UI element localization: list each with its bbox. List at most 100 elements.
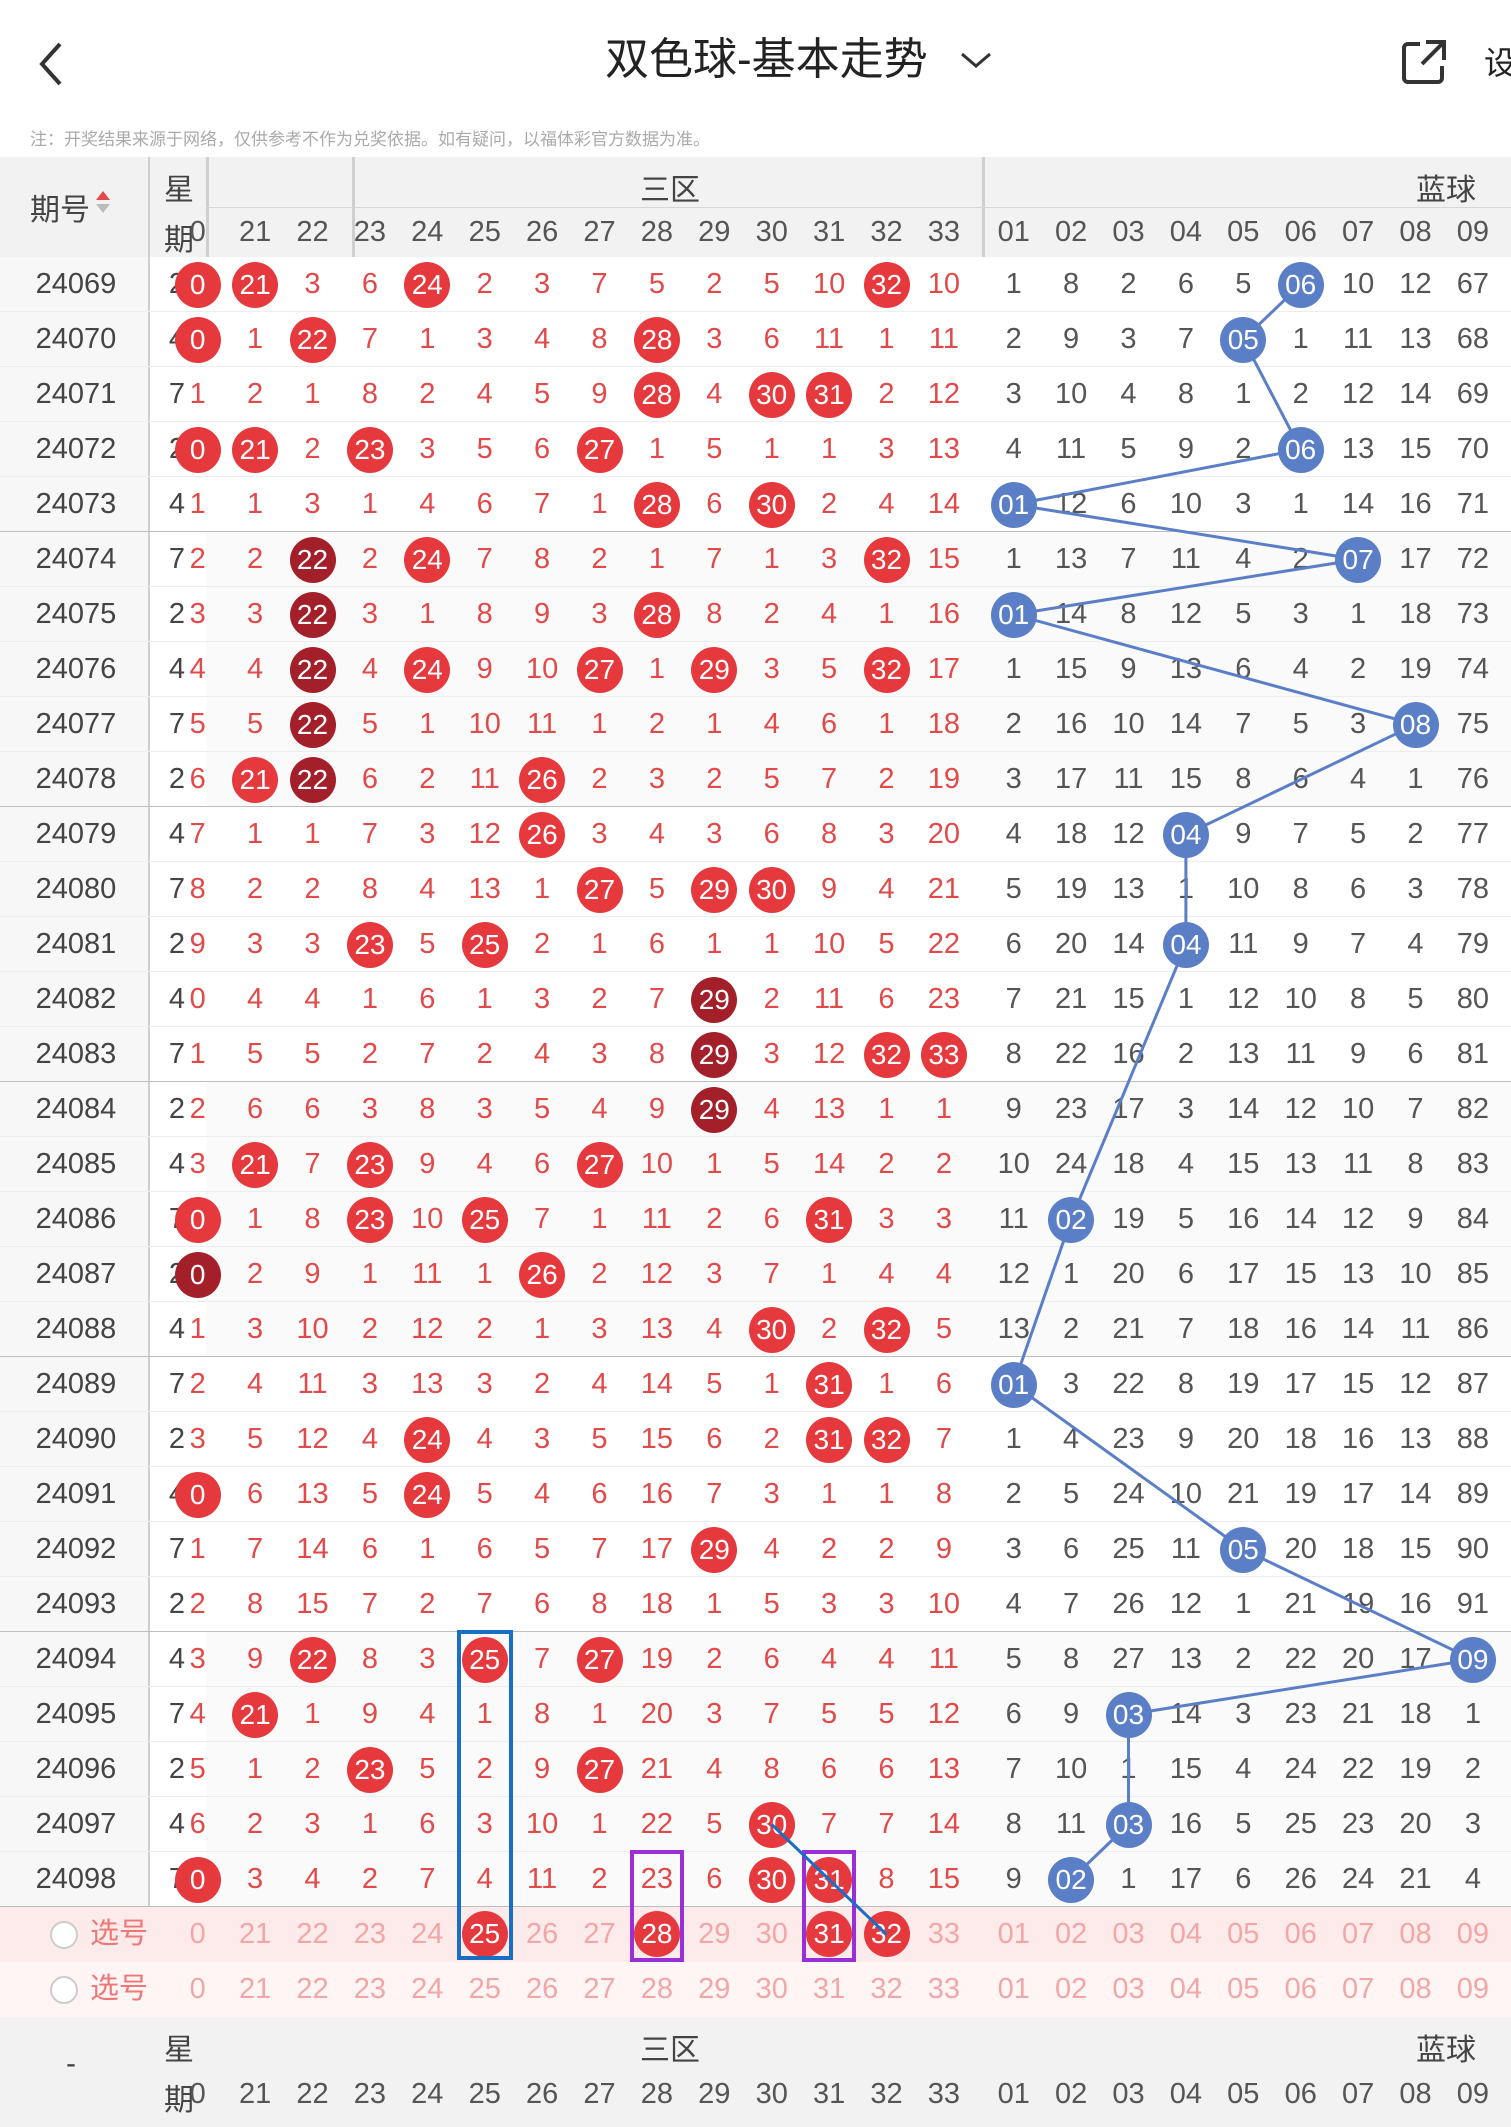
select-blue-number[interactable]: 03 [1112, 1973, 1145, 2005]
red-miss-count: 1 [189, 1038, 206, 1070]
select-red-number[interactable]: 26 [525, 1918, 559, 1950]
select-red-number[interactable]: 0 [189, 1973, 206, 2005]
period-cell[interactable]: 24094 [35, 1643, 117, 1675]
red-miss-count: 1 [419, 1533, 436, 1565]
select-red-number[interactable]: 27 [583, 1918, 616, 1950]
period-cell[interactable]: 24070 [35, 323, 117, 355]
period-cell[interactable]: 24085 [35, 1148, 117, 1180]
red-miss-count: 2 [763, 983, 780, 1015]
period-cell[interactable]: 24081 [35, 928, 117, 960]
period-cell[interactable]: 24079 [35, 818, 117, 850]
select-blue-number[interactable]: 03 [1112, 1918, 1145, 1950]
select-blue-number[interactable]: 05 [1227, 1973, 1260, 2005]
blue-miss-count: 10 [1054, 1753, 1088, 1785]
select-red-number[interactable]: 25 [468, 1973, 501, 2005]
select-blue-number[interactable]: 06 [1284, 1918, 1317, 1950]
select-blue-number[interactable]: 01 [997, 1973, 1030, 2005]
period-cell[interactable]: 24088 [35, 1313, 117, 1345]
select-label[interactable]: 选号 [90, 1973, 149, 2005]
period-cell[interactable]: 24078 [35, 763, 117, 795]
row-divider [0, 311, 1511, 312]
select-red-number[interactable]: 28 [640, 1973, 674, 2005]
picked-red-ball[interactable]: 28 [633, 1911, 680, 1957]
period-header[interactable]: 期号 [30, 194, 90, 227]
red-miss-count: 2 [361, 1313, 378, 1345]
back-icon[interactable] [36, 40, 64, 88]
period-cell[interactable]: 24089 [35, 1368, 117, 1400]
select-blue-number[interactable]: 02 [1054, 1973, 1088, 2005]
red-miss-count: 10 [927, 1588, 961, 1620]
period-cell[interactable]: 24073 [35, 488, 117, 520]
select-red-number[interactable]: 24 [411, 1918, 444, 1950]
period-cell[interactable]: 24083 [35, 1038, 117, 1070]
period-cell[interactable]: 24096 [35, 1753, 117, 1785]
select-radio-icon[interactable] [50, 1976, 78, 2004]
select-label[interactable]: 选号 [90, 1918, 149, 1950]
select-blue-number[interactable]: 07 [1341, 1918, 1375, 1950]
period-cell[interactable]: 24093 [35, 1588, 117, 1620]
sort-icon[interactable] [96, 191, 110, 200]
select-red-number[interactable]: 22 [296, 1973, 329, 2005]
select-red-number[interactable]: 22 [296, 1918, 329, 1950]
period-cell[interactable]: 24091 [35, 1478, 117, 1510]
select-red-number[interactable]: 23 [353, 1973, 387, 2005]
select-blue-number[interactable]: 07 [1341, 1973, 1375, 2005]
select-red-number[interactable]: 26 [525, 1973, 559, 2005]
blue-miss-count: 68 [1456, 323, 1490, 355]
select-red-number[interactable]: 32 [870, 1973, 903, 2005]
red-miss-count: 6 [304, 1093, 321, 1125]
blue-miss-count: 6 [1235, 1863, 1252, 1895]
period-cell[interactable]: 24092 [35, 1533, 117, 1565]
period-cell[interactable]: 24080 [35, 873, 117, 905]
period-cell[interactable]: 24097 [35, 1808, 117, 1840]
period-cell[interactable]: 24074 [35, 543, 117, 575]
select-red-number[interactable]: 24 [411, 1973, 444, 2005]
picked-red-ball[interactable]: 25 [461, 1911, 508, 1957]
picked-red-ball[interactable]: 32 [863, 1911, 910, 1957]
period-cell[interactable]: 24098 [35, 1863, 117, 1895]
period-cell[interactable]: 24076 [35, 653, 117, 685]
select-red-number[interactable]: 31 [812, 1973, 846, 2005]
select-blue-number[interactable]: 01 [997, 1918, 1030, 1950]
sort-icon-down[interactable] [96, 204, 110, 213]
period-cell[interactable]: 24071 [35, 378, 117, 410]
settings-button[interactable]: 设 [1484, 45, 1511, 81]
select-radio-icon[interactable] [50, 1921, 78, 1949]
select-blue-number[interactable]: 08 [1399, 1918, 1432, 1950]
period-cell[interactable]: 24077 [35, 708, 117, 740]
period-cell[interactable]: 24095 [35, 1698, 117, 1730]
page-title[interactable]: 双色球-基本走势 [605, 35, 928, 84]
period-cell[interactable]: 24090 [35, 1423, 117, 1455]
select-red-number[interactable]: 23 [353, 1918, 387, 1950]
select-blue-number[interactable]: 04 [1169, 1918, 1203, 1950]
blue-miss-count: 12 [1169, 1588, 1203, 1620]
select-blue-number[interactable]: 04 [1169, 1973, 1203, 2005]
share-icon[interactable] [1400, 38, 1448, 86]
period-cell[interactable]: 24082 [35, 983, 117, 1015]
period-cell[interactable]: 24069 [35, 268, 117, 300]
select-red-number[interactable]: 33 [927, 1918, 961, 1950]
period-cell[interactable]: 24075 [35, 598, 117, 630]
select-red-number[interactable]: 30 [755, 1918, 788, 1950]
select-red-number[interactable]: 21 [238, 1973, 272, 2005]
period-cell[interactable]: 24086 [35, 1203, 117, 1235]
chevron-down-icon[interactable] [958, 48, 994, 72]
select-red-number[interactable]: 27 [583, 1973, 616, 2005]
period-cell[interactable]: 24084 [35, 1093, 117, 1125]
select-blue-number[interactable]: 05 [1227, 1918, 1260, 1950]
period-cell-bg [0, 917, 148, 972]
select-red-number[interactable]: 29 [698, 1918, 731, 1950]
select-blue-number[interactable]: 09 [1456, 1973, 1490, 2005]
select-blue-number[interactable]: 06 [1284, 1973, 1317, 2005]
select-red-number[interactable]: 33 [927, 1973, 961, 2005]
period-cell[interactable]: 24072 [35, 433, 117, 465]
period-cell[interactable]: 24087 [35, 1258, 117, 1290]
select-blue-number[interactable]: 08 [1399, 1973, 1432, 2005]
blue-miss-count: 1 [1235, 1588, 1252, 1620]
select-red-number[interactable]: 30 [755, 1973, 788, 2005]
select-red-number[interactable]: 0 [189, 1918, 206, 1950]
select-red-number[interactable]: 21 [238, 1918, 272, 1950]
select-blue-number[interactable]: 02 [1054, 1918, 1088, 1950]
select-blue-number[interactable]: 09 [1456, 1918, 1490, 1950]
select-red-number[interactable]: 29 [698, 1973, 731, 2005]
